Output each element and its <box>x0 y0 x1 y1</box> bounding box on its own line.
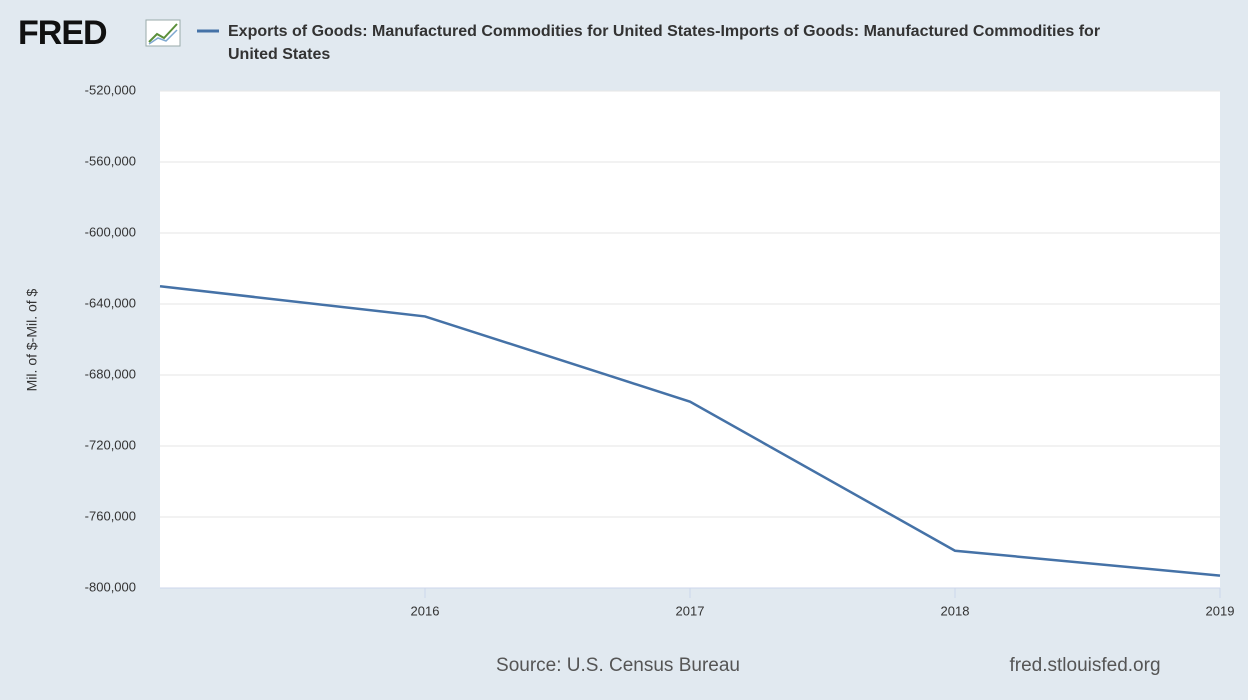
legend-title: Exports of Goods: Manufactured Commoditi… <box>228 23 1101 63</box>
x-tick-label: 2019 <box>1206 603 1235 618</box>
y-tick-label: -640,000 <box>85 295 136 310</box>
logo-icon <box>145 19 181 47</box>
y-tick-label: -760,000 <box>85 508 136 523</box>
y-tick-label: -600,000 <box>85 224 136 239</box>
y-tick-label: -680,000 <box>85 366 136 381</box>
x-tick-label: 2016 <box>411 603 440 618</box>
source: Source: U.S. Census Bureau <box>496 655 740 676</box>
y-tick-label: -560,000 <box>85 153 136 168</box>
y-axis-label: Mil. of $-Mil. of $ <box>24 288 40 391</box>
x-tick-label: 2017 <box>676 603 705 618</box>
line-series <box>159 285 1221 577</box>
y-tick-label: -800,000 <box>85 579 136 594</box>
site: fred.stlouisfed.org <box>1009 655 1160 676</box>
plot-area <box>160 91 1220 588</box>
y-tick-label: -720,000 <box>85 437 136 452</box>
logo: FRED <box>18 14 107 52</box>
y-tick-label: -520,000 <box>85 82 136 97</box>
x-tick-label: 2018 <box>941 603 970 618</box>
